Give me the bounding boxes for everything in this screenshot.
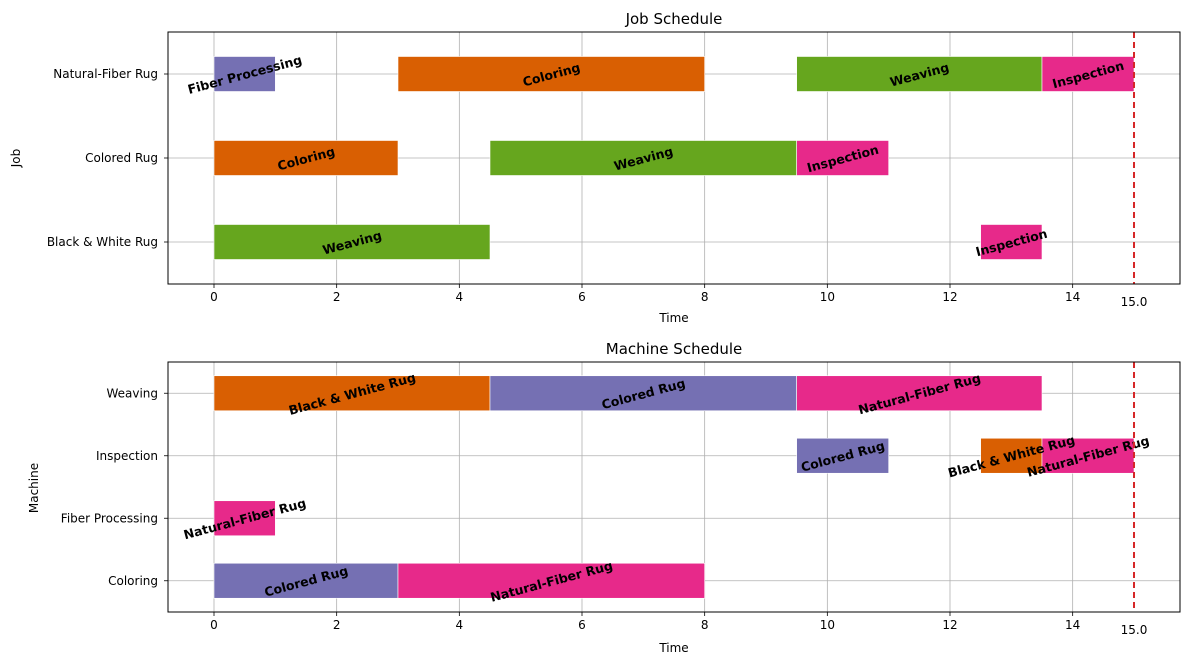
y-tick-label: Coloring bbox=[108, 574, 158, 588]
bars bbox=[213, 375, 1135, 599]
y-tick-label: Colored Rug bbox=[85, 151, 158, 165]
task-bar bbox=[796, 56, 1043, 92]
task-bar bbox=[980, 224, 1043, 260]
plot-frame bbox=[167, 31, 1181, 285]
chart-title: Job Schedule bbox=[625, 10, 723, 28]
x-tick-label: 10 bbox=[820, 618, 835, 632]
x-tick-label: 0 bbox=[210, 618, 218, 632]
task-bar bbox=[213, 140, 399, 176]
ticks: 0 2 4 6 8 10 12 14 Weaving Inspection Fiber Proces… bbox=[61, 386, 1081, 632]
y-axis-label: Machine bbox=[27, 463, 41, 513]
task-bar bbox=[397, 56, 705, 92]
plot-frame bbox=[167, 361, 1181, 613]
task-bar bbox=[980, 437, 1043, 474]
x-tick-label: 14 bbox=[1065, 618, 1080, 632]
y-tick-label: Black & White Rug bbox=[47, 235, 158, 249]
x-tick-label: 12 bbox=[942, 618, 957, 632]
task-bar bbox=[213, 375, 491, 412]
task-bar bbox=[796, 375, 1043, 412]
bars bbox=[213, 56, 1135, 260]
x-tick-label: 12 bbox=[942, 290, 957, 304]
makespan-marker: 15.0 bbox=[1121, 362, 1148, 637]
x-tick-label: 2 bbox=[333, 290, 341, 304]
task-bar bbox=[796, 140, 889, 176]
makespan-label: 15.0 bbox=[1121, 623, 1148, 637]
task-bar bbox=[397, 562, 705, 599]
task-bar bbox=[489, 140, 797, 176]
task-bar bbox=[213, 224, 491, 260]
x-tick-label: 4 bbox=[456, 618, 464, 632]
task-bar bbox=[213, 500, 276, 537]
x-tick-label: 6 bbox=[578, 618, 586, 632]
makespan-marker: 15.0 bbox=[1121, 32, 1148, 309]
x-tick-label: 14 bbox=[1065, 290, 1080, 304]
x-tick-label: 0 bbox=[210, 290, 218, 304]
y-axis-label: Job bbox=[9, 149, 23, 169]
ticks: 0 2 4 6 8 10 12 14 Natural-Fiber Rug Colored Rug B… bbox=[47, 67, 1080, 304]
machine-schedule-chart: Machine Schedule Time Machine Black & Wh… bbox=[27, 340, 1181, 655]
y-tick-label: Natural-Fiber Rug bbox=[53, 67, 158, 81]
x-tick-label: 2 bbox=[333, 618, 341, 632]
x-tick-label: 8 bbox=[701, 290, 709, 304]
x-tick-label: 4 bbox=[456, 290, 464, 304]
x-axis-label: Time bbox=[658, 311, 688, 325]
job-schedule-chart: Job Schedule Time Job Fiber Processing Co… bbox=[9, 10, 1181, 325]
y-tick-label: Inspection bbox=[96, 449, 158, 463]
y-tick-label: Fiber Processing bbox=[61, 511, 158, 525]
x-tick-label: 6 bbox=[578, 290, 586, 304]
makespan-label: 15.0 bbox=[1121, 295, 1148, 309]
task-bar bbox=[796, 437, 889, 474]
y-tick-label: Weaving bbox=[106, 386, 158, 400]
x-tick-label: 10 bbox=[820, 290, 835, 304]
x-tick-label: 8 bbox=[701, 618, 709, 632]
task-bar bbox=[213, 56, 276, 92]
task-bar bbox=[1041, 56, 1135, 92]
x-axis-label: Time bbox=[658, 641, 688, 655]
chart-title: Machine Schedule bbox=[606, 340, 743, 358]
